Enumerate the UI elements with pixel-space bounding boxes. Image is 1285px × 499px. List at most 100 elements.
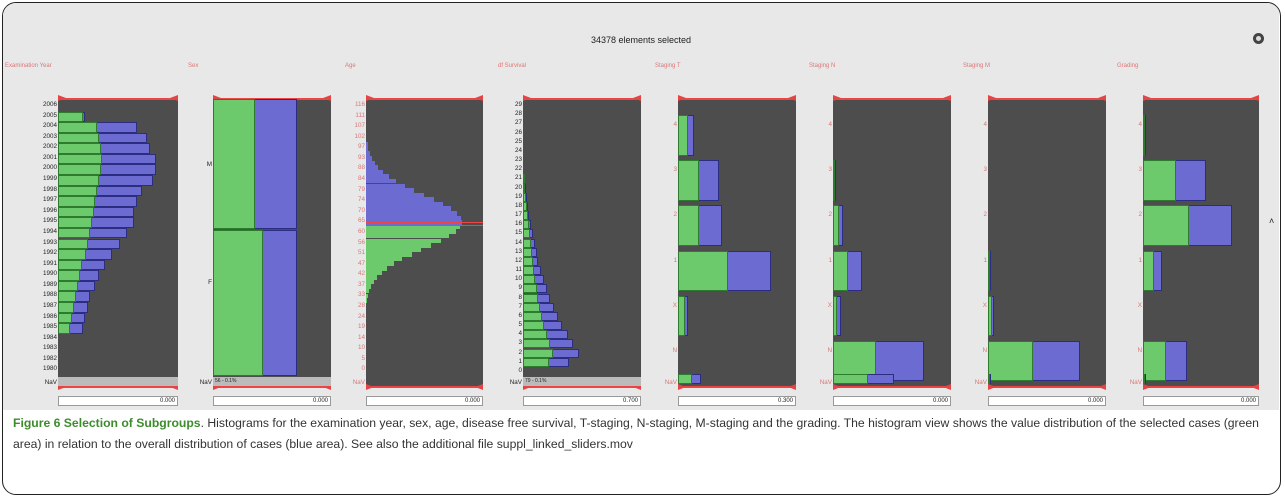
selected-bar [58,185,98,197]
threshold-value-input[interactable]: 0.000 [1143,396,1259,406]
slider-handle-icon[interactable] [988,95,996,101]
collapse-caret-icon[interactable]: ˄ [1269,216,1275,226]
range-slider-top[interactable] [678,98,796,100]
threshold-value-input[interactable]: 0.000 [58,396,178,406]
slider-handle-icon[interactable] [1143,384,1151,390]
slider-handle-icon[interactable] [475,95,483,101]
selected-bar [58,301,74,313]
selected-bar [366,261,395,266]
slider-handle-icon[interactable] [366,384,374,390]
range-slider-bottom[interactable] [833,386,951,388]
slider-handle-icon[interactable] [633,384,641,390]
histogram-app: 34378 elements selected ˄ Examination Ye… [3,3,1279,410]
selected-bar [523,321,545,331]
slider-handle-icon[interactable] [943,384,951,390]
slider-handle-icon[interactable] [1098,384,1106,390]
axis-tick-label: X [827,301,832,309]
axis-tick-label: 93 [357,153,365,161]
range-slider-bottom[interactable] [213,386,331,388]
slider-handle-icon[interactable] [323,95,331,101]
axis-tick-label: N [827,346,832,354]
slider-handle-icon[interactable] [323,384,331,390]
range-slider-top[interactable] [58,98,178,100]
axis-tick-label: NaV [44,379,57,386]
range-slider-bottom[interactable] [523,386,641,388]
threshold-value-input[interactable]: 0.000 [366,396,483,406]
axis-tick-label: 2001 [42,153,57,161]
selected-bar [58,122,98,133]
selected-bar [58,164,102,176]
range-slider-bottom[interactable] [988,386,1106,388]
slider-handle-icon[interactable] [1251,95,1259,101]
selected-bar [523,330,548,340]
axis-tick-label: 26 [514,128,522,136]
slider-handle-icon[interactable] [1098,95,1106,101]
range-slider-bottom[interactable] [366,386,483,388]
threshold-value-input[interactable]: 0.700 [523,396,641,406]
slider-handle-icon[interactable] [366,95,374,101]
selected-bar [523,293,539,303]
slider-handle-icon[interactable] [213,384,221,390]
axis-tick-label: 1980 [42,365,57,373]
selected-bar [523,192,526,202]
selected-bar [523,339,551,349]
overall-bar [366,215,461,221]
range-slider-top[interactable] [1143,98,1259,100]
axis-tick-label: X [982,301,987,309]
panel-title: Age [345,63,356,69]
axis-tick-label: 2000 [42,164,57,172]
slider-handle-icon[interactable] [633,95,641,101]
axis-tick-label: 74 [357,196,365,204]
selected-bar [523,275,535,285]
panel-title: Staging T [655,63,681,69]
slider-handle-icon[interactable] [788,384,796,390]
threshold-value-input[interactable]: 0.000 [988,396,1106,406]
slider-handle-icon[interactable] [788,95,796,101]
axis-tick-label: 1989 [42,280,57,288]
slider-handle-icon[interactable] [1143,95,1151,101]
selected-bar [58,143,102,154]
axis-tick-label: 16 [514,220,522,228]
slider-handle-icon[interactable] [58,384,66,390]
slider-handle-icon[interactable] [678,95,686,101]
selected-bar [58,238,88,250]
axis-tick-label: 8 [518,293,522,301]
slider-handle-icon[interactable] [170,384,178,390]
selected-bar [833,295,837,337]
selected-bar [366,229,456,234]
threshold-value-input[interactable]: 0.300 [678,396,796,406]
range-slider-bottom[interactable] [58,386,178,388]
range-slider-top[interactable] [988,98,1106,100]
selected-bar [523,302,541,312]
axis-tick-label: 3 [1138,166,1142,174]
axis-tick-label: 2004 [42,122,57,130]
range-slider-bottom[interactable] [1143,386,1259,388]
range-slider-top[interactable] [366,98,483,100]
threshold-value-input[interactable]: 0.000 [213,396,331,406]
slider-handle-icon[interactable] [523,95,531,101]
age-range-lower[interactable] [366,224,483,227]
range-slider-bottom[interactable] [678,386,796,388]
range-slider-top[interactable] [213,98,331,100]
selected-bar [366,275,378,280]
slider-handle-icon[interactable] [1251,384,1259,390]
selected-bar [523,247,532,257]
slider-handle-icon[interactable] [678,384,686,390]
axis-tick-label: 107 [354,122,365,130]
age-range-upper[interactable] [366,221,483,224]
range-slider-top[interactable] [833,98,951,100]
slider-handle-icon[interactable] [833,384,841,390]
range-slider-top[interactable] [523,98,641,100]
slider-handle-icon[interactable] [523,384,531,390]
nav-row [58,377,178,386]
settings-icon[interactable] [1253,33,1264,44]
slider-handle-icon[interactable] [988,384,996,390]
slider-handle-icon[interactable] [213,95,221,101]
selected-bar [523,238,531,248]
slider-handle-icon[interactable] [943,95,951,101]
slider-handle-icon[interactable] [170,95,178,101]
slider-handle-icon[interactable] [58,95,66,101]
threshold-value-input[interactable]: 0.000 [833,396,951,406]
slider-handle-icon[interactable] [833,95,841,101]
slider-handle-icon[interactable] [475,384,483,390]
